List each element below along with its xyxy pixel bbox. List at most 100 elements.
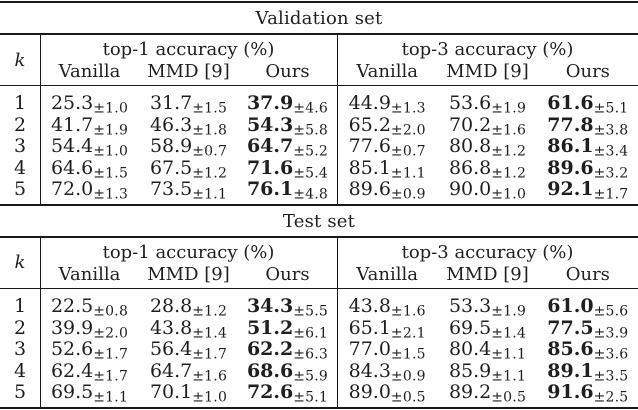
value: 53.6: [448, 92, 492, 114]
stddev: ±0.5: [491, 389, 527, 406]
value: 56.4: [149, 338, 193, 361]
cell-top3-vanilla: 77.6±0.7: [337, 135, 437, 159]
row-group-top1: 39.9±2.0 43.8±1.4 51.2±6.1: [40, 317, 337, 342]
value: 65.2: [348, 113, 391, 136]
header-rule: [0, 287, 638, 289]
value: 85.6: [547, 338, 594, 361]
table-row: 1 22.5±0.8 28.8±1.2 34.3±5.5 43.8±1.6 53…: [0, 294, 638, 320]
col-header-ours: Ours: [565, 263, 610, 285]
stddev: ±5.4: [293, 165, 329, 182]
table-row: 3 54.4±1.0 58.9±0.7 64.7±5.2 77.6±0.7 80…: [0, 135, 638, 160]
cell-top3-ours: 92.1±1.7: [538, 178, 638, 203]
group-label-top3: top-3 accuracy (%): [401, 39, 574, 60]
value: 31.7: [149, 92, 193, 114]
stddev: ±2.1: [390, 325, 426, 342]
table-row: 2 41.7±1.9 46.3±1.8 54.3±5.8 65.2±2.0 70…: [0, 113, 638, 139]
section-title-validation: Validation set: [255, 8, 383, 29]
cell-top1-ours: 62.2±6.3: [238, 338, 337, 363]
cell-top1-vanilla: 69.5±1.1: [40, 382, 139, 406]
stddev: ±2.0: [390, 122, 426, 139]
cell-top1-mmd: 31.7±1.5: [139, 92, 238, 116]
value: 22.5: [50, 294, 94, 317]
cell-top3-ours: 89.6±3.2: [538, 157, 638, 181]
row-group-top1: 54.4±1.0 58.9±0.7 64.7±5.2: [40, 135, 337, 159]
value: 76.1: [246, 178, 294, 201]
cell-top1-ours: 37.9±4.6: [238, 92, 337, 117]
stddev: ±5.1: [293, 389, 329, 406]
value: 77.8: [547, 113, 594, 136]
header-row: k top-1 accuracy (%) Vanilla MMD [9] Our…: [0, 238, 638, 288]
value: 64.6: [50, 156, 94, 179]
stddev: ±1.6: [491, 122, 527, 139]
cell-top1-mmd: 64.7±1.6: [139, 359, 238, 385]
stddev: ±1.6: [192, 368, 228, 385]
value: 62.4: [50, 359, 94, 382]
value: 85.1: [348, 156, 391, 179]
k-value: 5: [13, 178, 27, 201]
value: 89.6: [348, 178, 391, 201]
stddev: ±1.9: [491, 303, 527, 320]
stddev: ±5.6: [593, 303, 629, 320]
value: 68.6: [246, 359, 294, 382]
stddev: ±6.3: [293, 346, 329, 363]
table-rule: [0, 203, 638, 206]
cell-top3-vanilla: 65.2±2.0: [337, 113, 437, 139]
value: 53.3: [448, 294, 492, 317]
value: 70.2: [448, 113, 492, 136]
table-rule-bottom: [0, 406, 638, 409]
cell-top1-mmd: 43.8±1.4: [139, 317, 238, 341]
group-top3: top-3 accuracy (%) Vanilla MMD [9] Ours: [337, 35, 638, 85]
cell-top1-ours: 76.1±4.8: [238, 178, 337, 203]
cell-top3-vanilla: 77.0±1.5: [337, 338, 437, 362]
validation-table-body: k top-1 accuracy (%) Vanilla MMD [9] Our…: [0, 35, 638, 204]
stddev: ±1.1: [390, 165, 426, 182]
stddev: ±4.8: [293, 186, 329, 203]
stddev: ±1.9: [93, 122, 129, 139]
row-group-top3: 89.0±0.5 89.2±0.5 91.6±2.5: [337, 382, 638, 406]
stddev: ±1.3: [390, 100, 426, 117]
stddev: ±5.8: [293, 122, 329, 139]
stddev: ±5.9: [293, 368, 329, 385]
col-header-vanilla: Vanilla: [356, 263, 418, 285]
stddev: ±1.0: [491, 186, 527, 203]
value: 73.5: [149, 178, 193, 201]
value: 69.5: [448, 316, 492, 339]
table-row: 5 69.5±1.1 70.1±1.0 72.6±5.1 89.0±0.5 89…: [0, 382, 638, 406]
header-row: k top-1 accuracy (%) Vanilla MMD [9] Our…: [0, 35, 638, 85]
value: 62.2: [246, 338, 294, 361]
stddev: ±1.0: [192, 389, 228, 406]
stddev: ±2.0: [93, 325, 129, 342]
value: 64.7: [246, 135, 294, 158]
test-table-body: k top-1 accuracy (%) Vanilla MMD [9] Our…: [0, 237, 638, 407]
value: 67.5: [149, 156, 193, 179]
header-rule: [0, 85, 638, 86]
col-header-ours: Ours: [265, 61, 310, 82]
value: 25.3: [50, 92, 94, 114]
group-label-top1: top-1 accuracy (%): [102, 39, 275, 60]
sub-headers: Vanilla MMD [9] Ours: [40, 263, 337, 288]
cell-top3-mmd: 53.3±1.9: [437, 294, 537, 320]
cell-top1-mmd: 56.4±1.7: [139, 338, 238, 362]
cell-top3-mmd: 53.6±1.9: [437, 92, 537, 117]
stddev: ±3.6: [593, 346, 629, 363]
stddev: ±1.7: [593, 186, 629, 203]
value: 28.8: [149, 294, 193, 317]
stddev: ±1.1: [192, 186, 228, 203]
stddev: ±3.4: [593, 143, 629, 160]
cell-top1-ours: 51.2±6.1: [238, 317, 337, 341]
stddev: ±4.6: [293, 100, 329, 117]
col-header-vanilla: Vanilla: [356, 61, 418, 82]
stddev: ±3.5: [593, 368, 629, 385]
row-group-top1: 22.5±0.8 28.8±1.2 34.3±5.5: [40, 294, 337, 319]
stddev: ±1.0: [93, 100, 129, 117]
value: 89.1: [547, 359, 594, 382]
k-value: 3: [13, 135, 27, 158]
value: 80.4: [448, 338, 492, 361]
col-header-ours: Ours: [565, 61, 610, 82]
value: 64.7: [149, 359, 193, 382]
stddev: ±1.9: [491, 100, 527, 117]
cell-top1-vanilla: 52.6±1.7: [40, 338, 139, 362]
sub-headers: Vanilla MMD [9] Ours: [337, 263, 638, 288]
cell-top1-ours: 54.3±5.8: [238, 114, 337, 139]
value: 92.1: [547, 178, 594, 201]
